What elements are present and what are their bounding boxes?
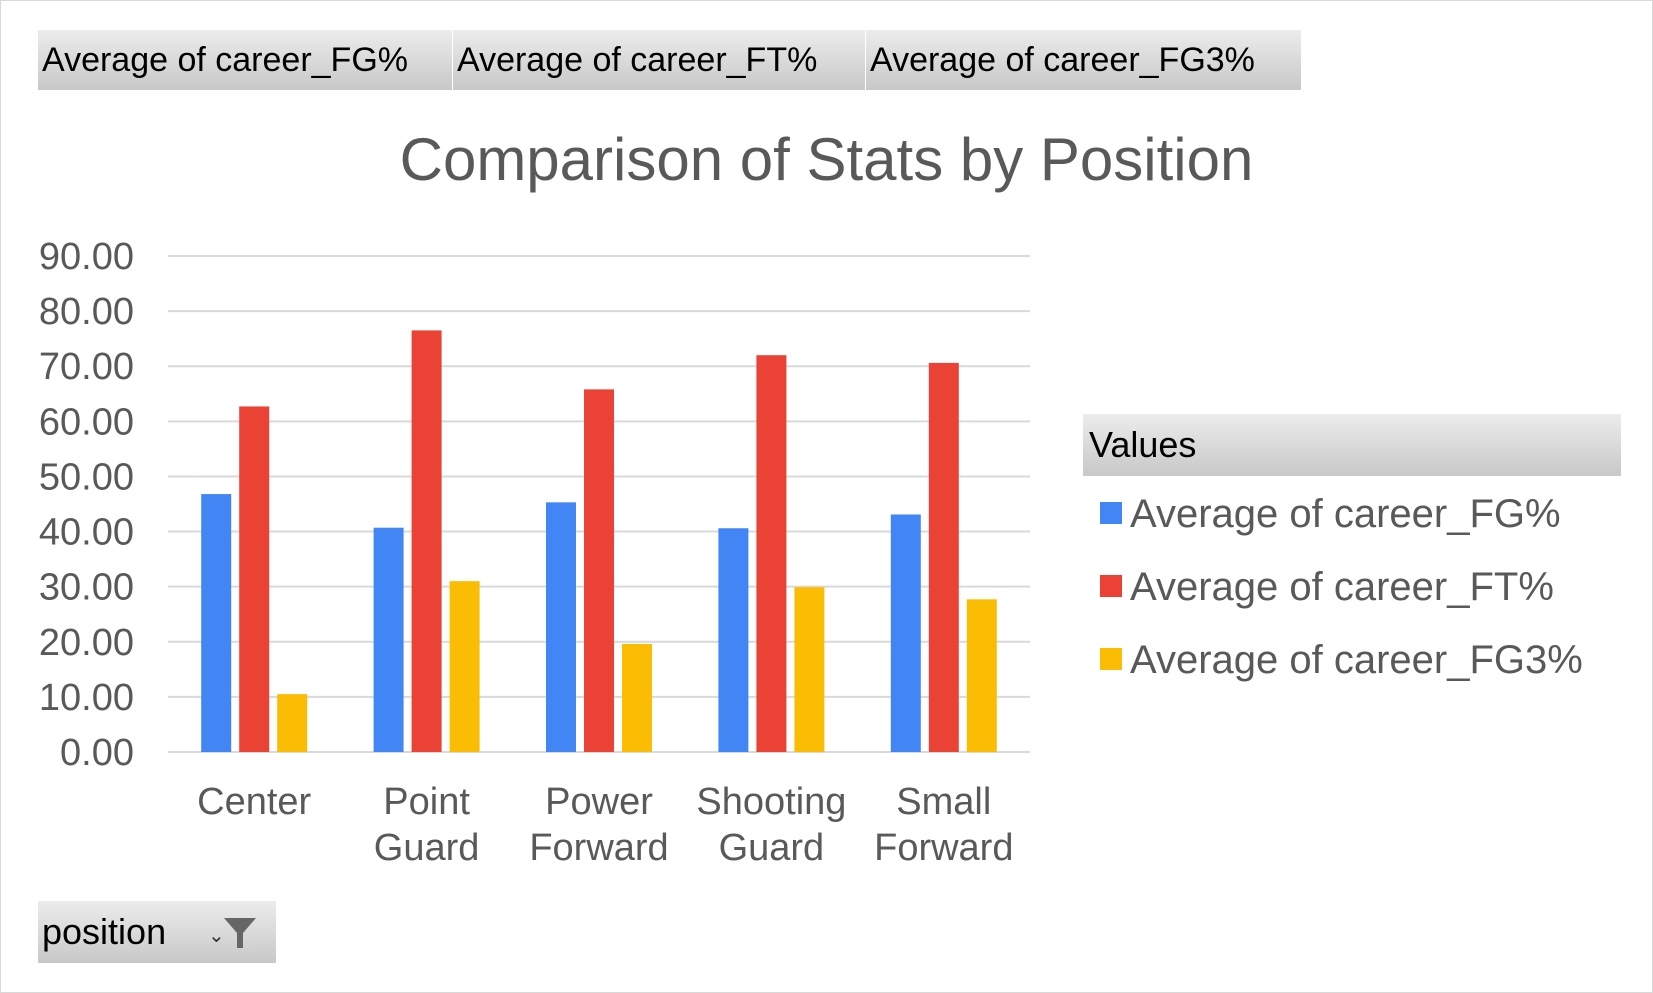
legend-label-ft: Average of career_FT% [1130, 565, 1554, 609]
y-tick-label: 20.00 [39, 622, 134, 664]
bar-fg [718, 528, 749, 752]
x-tick-label: Guard [374, 827, 480, 869]
y-tick-label: 50.00 [39, 456, 134, 498]
field-button-ft[interactable]: Average of career_FT% [452, 30, 865, 90]
bar-fg3 [277, 694, 308, 752]
x-tick-label: Forward [874, 827, 1013, 869]
bar-ft [411, 330, 442, 752]
x-tick-label: Forward [529, 827, 668, 869]
legend-swatch-fg [1100, 502, 1122, 525]
bar-fg [201, 494, 232, 752]
bar-fg [546, 502, 576, 752]
bar-fg3 [449, 581, 480, 752]
field-button-fg[interactable]: Average of career_FG% [38, 30, 452, 90]
x-tick-label: Center [197, 781, 311, 823]
legend-item-ft: Average of career_FT% [1100, 562, 1554, 612]
field-button-fg3[interactable]: Average of career_FG3% [865, 30, 1301, 90]
y-tick-label: 40.00 [39, 512, 134, 554]
y-tick-label: 60.00 [39, 401, 134, 443]
bar-fg [373, 527, 404, 752]
x-tick-label: Small [896, 781, 991, 823]
dropdown-arrow-icon: ⌄ [208, 925, 225, 947]
x-tick-label: Guard [719, 827, 825, 869]
bar-ft [928, 362, 959, 752]
bar-fg3 [622, 643, 652, 752]
position-filter-label: position [42, 911, 167, 952]
y-tick-label: 10.00 [39, 677, 134, 719]
legend-item-fg3: Average of career_FG3% [1100, 635, 1583, 685]
legend-swatch-ft [1100, 575, 1122, 598]
x-tick-label: Shooting [696, 781, 846, 823]
legend-header[interactable]: Values [1083, 414, 1621, 476]
legend-item-fg: Average of career_FG% [1100, 489, 1561, 539]
legend-label-fg: Average of career_FG% [1130, 492, 1561, 536]
filter-funnel-icon [224, 918, 256, 948]
bar-fg3 [794, 587, 825, 752]
x-tick-label: Power [545, 781, 653, 823]
x-tick-label: Point [383, 781, 470, 823]
bar-ft [584, 389, 614, 752]
legend-label-fg3: Average of career_FG3% [1130, 638, 1583, 682]
position-filter-button[interactable]: position ⌄ [38, 901, 276, 963]
y-tick-label: 0.00 [60, 732, 134, 774]
y-tick-label: 70.00 [39, 346, 134, 388]
y-tick-label: 80.00 [39, 291, 134, 333]
chart-title: Comparison of Stats by Position [399, 126, 1254, 193]
y-tick-label: 30.00 [39, 567, 134, 609]
bar-fg3 [966, 599, 997, 752]
bar-ft [756, 355, 787, 752]
bar-ft [239, 406, 270, 752]
legend-swatch-fg3 [1100, 648, 1122, 671]
bar-fg [890, 514, 921, 752]
y-tick-label: 90.00 [39, 236, 134, 278]
